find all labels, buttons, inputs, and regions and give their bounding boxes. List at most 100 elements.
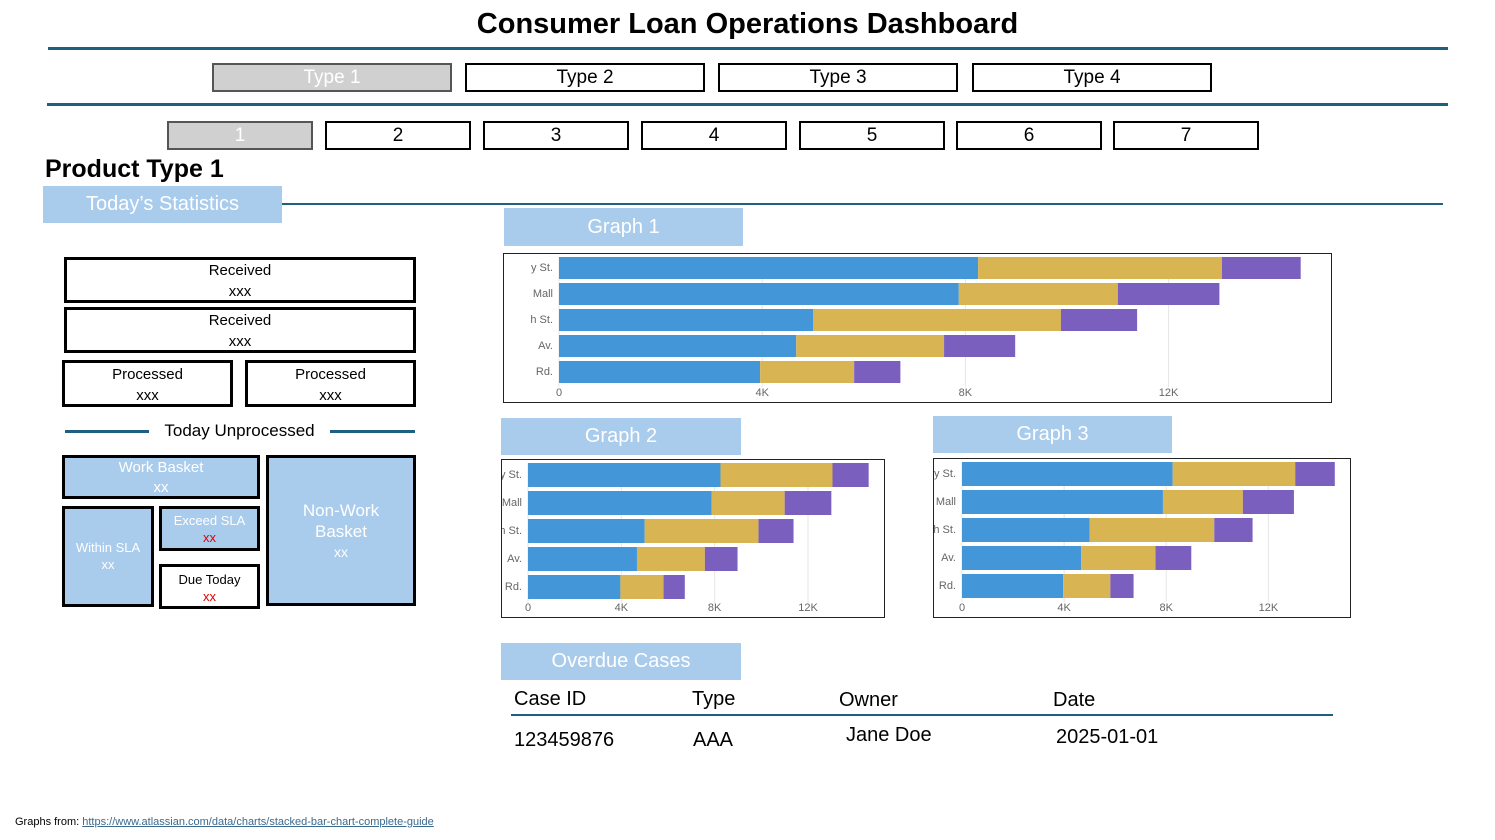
bar-segment: [528, 519, 645, 543]
non-work-basket: Non-Work Basket xx: [266, 455, 416, 606]
stat-box: Processed xxx: [62, 360, 233, 407]
column-header: Case ID: [514, 688, 587, 710]
bar-segment: [663, 575, 685, 599]
x-tick-label: 4K: [1057, 602, 1071, 614]
number-tab[interactable]: 1: [167, 121, 313, 150]
y-tick-label: h St.: [530, 314, 553, 326]
bar-segment: [1060, 309, 1138, 331]
bar-segment: [962, 546, 1082, 570]
bar-segment: [978, 257, 1222, 279]
bar-segment: [854, 361, 901, 383]
type-tab[interactable]: Type 2: [465, 63, 705, 92]
y-tick-label: Av.: [941, 552, 956, 564]
bar-segment: [813, 309, 1061, 331]
number-tab[interactable]: 2: [325, 121, 471, 150]
stat-value: xxx: [228, 283, 252, 300]
bar-segment: [559, 335, 797, 357]
number-tab[interactable]: 5: [799, 121, 945, 150]
bar-segment: [720, 463, 833, 487]
stat-label: Work Basket: [118, 459, 204, 476]
stat-value: xxx: [319, 387, 342, 404]
bar-segment: [962, 462, 1173, 486]
bar-segment: [559, 283, 959, 305]
bar-segment: [1214, 518, 1253, 542]
bar-segment: [1110, 574, 1134, 598]
bar-segment: [1162, 490, 1243, 514]
stat-box: Received xxx: [64, 307, 416, 353]
y-tick-label: Mall: [936, 496, 956, 508]
x-tick-label: 12K: [1159, 387, 1179, 399]
bar-segment: [1155, 546, 1192, 570]
table-title: Overdue Cases: [501, 643, 741, 680]
bar-segment: [1089, 518, 1215, 542]
rule: [48, 47, 1448, 50]
x-tick-label: 4K: [755, 387, 769, 399]
y-tick-label: Rd.: [536, 366, 553, 378]
y-tick-label: h St.: [501, 525, 522, 537]
stat-label: Exceed SLA: [173, 513, 246, 528]
number-tab[interactable]: 3: [483, 121, 629, 150]
rule: [330, 430, 415, 433]
type-tab[interactable]: Type 3: [718, 63, 958, 92]
bar-segment: [944, 335, 1016, 357]
chart-title: Graph 2: [501, 418, 741, 455]
x-tick-label: 8K: [1160, 602, 1174, 614]
x-tick-label: 12K: [1259, 602, 1279, 614]
number-tab[interactable]: 4: [641, 121, 787, 150]
x-tick-label: 8K: [959, 387, 973, 399]
x-tick-label: 12K: [798, 602, 818, 614]
stat-label: Due Today: [178, 572, 241, 587]
bar-segment: [1221, 257, 1301, 279]
type-tab[interactable]: Type 1: [212, 63, 452, 92]
type-tab[interactable]: Type 4: [972, 63, 1212, 92]
bar-segment: [1172, 462, 1296, 486]
y-tick-label: y St.: [501, 469, 522, 481]
stat-label: Received: [208, 262, 272, 279]
stat-value: xxx: [136, 387, 159, 404]
bar-segment: [559, 361, 761, 383]
exceed-sla: Exceed SLA xx: [159, 506, 260, 551]
stat-value: xx: [101, 557, 115, 572]
number-tab[interactable]: 7: [1113, 121, 1259, 150]
bar-segment: [704, 547, 738, 571]
stat-value: xx: [153, 479, 169, 496]
bar-segment: [1117, 283, 1220, 305]
y-tick-label: y St.: [531, 262, 553, 274]
bar-segment: [711, 491, 785, 515]
bar-segment: [962, 574, 1064, 598]
bar-segment: [760, 361, 855, 383]
y-tick-label: Av.: [507, 553, 522, 565]
bar-segment: [1063, 574, 1111, 598]
footer-link[interactable]: https://www.atlassian.com/data/charts/st…: [82, 816, 434, 828]
title: Consumer Loan Operations Dashboard: [476, 8, 1019, 40]
bar-segment: [784, 491, 832, 515]
chart-title: Graph 1: [504, 208, 743, 246]
chart: 0 4K 8K 12K y St. Mall h St. Av. Rd.: [501, 459, 885, 618]
bar-segment: [528, 491, 712, 515]
bar-segment: [796, 335, 945, 357]
number-tab[interactable]: 6: [956, 121, 1102, 150]
bar-segment: [962, 518, 1090, 542]
cell: 123459876: [514, 729, 615, 751]
footer: Graphs from: https://www.atlassian.com/d…: [15, 816, 434, 828]
stat-label: Processed: [112, 366, 183, 383]
bar-segment: [962, 490, 1163, 514]
bar-segment: [1295, 462, 1335, 486]
unprocessed-label: Today Unprocessed: [164, 421, 315, 440]
bar-segment: [758, 519, 794, 543]
bar-segment: [958, 283, 1118, 305]
stat-value: xx: [203, 589, 216, 604]
y-tick-label: Mall: [533, 288, 553, 300]
section-label: Today’s Statistics: [43, 186, 282, 223]
footer-label: Graphs from:: [15, 816, 80, 828]
rule: [47, 103, 1448, 106]
bar-segment: [832, 463, 869, 487]
stat-label: Non-Work Basket: [302, 501, 380, 541]
y-tick-label: Rd.: [939, 580, 956, 592]
bar-segment: [636, 547, 705, 571]
bar-segment: [1242, 490, 1294, 514]
bar-segment: [559, 309, 813, 331]
bar-segment: [528, 575, 621, 599]
y-tick-label: Rd.: [505, 581, 522, 593]
y-tick-label: y St.: [934, 468, 956, 480]
